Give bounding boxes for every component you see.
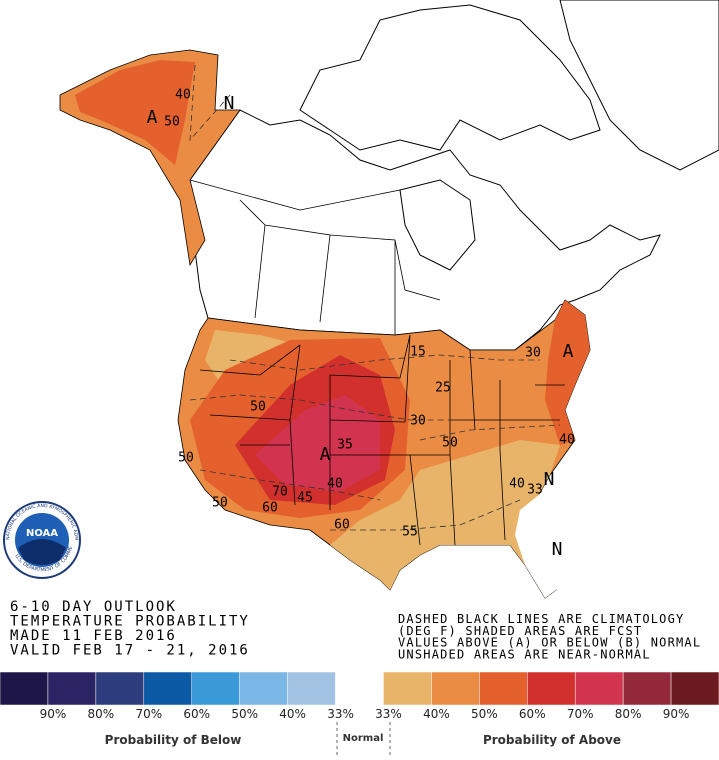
noaa-logo: NOAA NATIONAL OCEANIC AND ATMOSPHERIC AD… — [0, 0, 81, 579]
legend-label: 80% — [88, 707, 115, 721]
below-caption: Probability of Below — [105, 733, 242, 747]
contour-label: 60 — [334, 518, 350, 533]
contour-label: 15 — [410, 345, 426, 360]
hudson-bay — [399, 179, 476, 271]
logo-department: U.S. DEPARTMENT OF COMMERCE — [0, 0, 74, 573]
legend-label: 40% — [423, 707, 450, 721]
legend-label: 60% — [519, 707, 546, 721]
note-line: (DEG F) SHADED AREAS ARE FCST — [398, 624, 642, 638]
contour-label: N — [544, 469, 555, 490]
us-normal — [515, 475, 575, 598]
contour-label: 50 — [212, 496, 228, 511]
contour-label: 40 — [175, 88, 191, 103]
legend-label: 50% — [471, 707, 498, 721]
legend-label: 40% — [279, 707, 306, 721]
us-80 — [255, 395, 380, 492]
legend-swatch — [143, 671, 192, 706]
legend-swatch — [431, 671, 480, 706]
legend-label: 50% — [231, 707, 258, 721]
contour-label: 55 — [402, 525, 418, 540]
northeast-60 — [545, 300, 590, 445]
legend-label: 70% — [135, 707, 162, 721]
us-climatology — [189, 354, 561, 531]
contour-label: 40 — [559, 433, 575, 448]
contour-label: 70 — [272, 485, 288, 500]
note-line: UNSHADED AREAS ARE NEAR-NORMAL — [398, 647, 651, 661]
contour-label: 33 — [527, 483, 543, 498]
legend: Probability of Below Normal Probability … — [0, 671, 719, 758]
logo-department-path: U.S. DEPARTMENT OF COMMERCE — [0, 0, 74, 573]
contour-label: 45 — [297, 491, 313, 506]
legend-label: 60% — [183, 707, 210, 721]
outlook-line: TEMPERATURE PROBABILITY — [10, 614, 250, 630]
note-line: DASHED BLACK LINES ARE CLIMATOLOGY — [398, 612, 684, 626]
contour-label: 30 — [410, 414, 426, 429]
contour-label: 50 — [250, 400, 266, 415]
contour-label: 25 — [435, 381, 451, 396]
alaska-climatology — [189, 64, 231, 142]
legend-swatch — [287, 671, 336, 706]
legend-label: 33% — [375, 707, 402, 721]
alaska-60 — [75, 60, 195, 165]
outlook-line: 6-10 DAY OUTLOOK — [10, 599, 177, 615]
logo-agency: NATIONAL OCEANIC AND ATMOSPHERIC ADMINIS… — [0, 0, 79, 541]
us-40 — [330, 440, 560, 598]
contour-label: N — [552, 539, 563, 560]
legend-swatch — [479, 671, 528, 706]
contour-label: 35 — [337, 438, 353, 453]
legend-swatch — [95, 671, 145, 706]
logo-bird — [18, 539, 66, 565]
legend-swatch — [47, 671, 97, 706]
contour-label: 50 — [164, 115, 180, 130]
map — [59, 0, 719, 599]
contour-label: A — [563, 341, 574, 362]
outlook-line: VALID FEB 17 - 21, 2016 — [10, 643, 250, 659]
legend-swatch — [335, 671, 384, 706]
contour-label: A — [147, 107, 158, 128]
legend-label: 90% — [663, 707, 690, 721]
notes-text: DASHED BLACK LINES ARE CLIMATOLOGY(DEG F… — [398, 612, 701, 661]
legend-swatch — [670, 671, 719, 706]
legend-swatch — [574, 671, 624, 706]
contour-label: A — [320, 444, 331, 465]
contour-label: 40 — [327, 477, 343, 492]
legend-swatch — [527, 671, 576, 706]
contour-label: 50 — [442, 436, 458, 451]
legend-label: 33% — [327, 707, 354, 721]
above-caption: Probability of Above — [483, 733, 621, 747]
arctic-islands — [299, 4, 601, 151]
contour-label: 40 — [509, 477, 525, 492]
province-lines — [189, 179, 441, 335]
contour-label: 30 — [525, 346, 541, 361]
legend-swatch — [383, 671, 432, 706]
legend-label: 80% — [615, 707, 642, 721]
legend-label: 70% — [567, 707, 594, 721]
note-line: VALUES ABOVE (A) OR BELOW (B) NORMAL — [398, 636, 701, 650]
contour-label: 60 — [262, 501, 278, 516]
outlook-line: MADE 11 FEB 2016 — [10, 628, 177, 644]
greenland — [559, 0, 719, 171]
logo-agency-path: NATIONAL OCEANIC AND ATMOSPHERIC ADMINIS… — [0, 0, 79, 541]
normal-caption: Normal — [343, 733, 384, 744]
contour-label: 50 — [178, 451, 194, 466]
state-lines — [199, 334, 565, 546]
legend-label: 90% — [40, 707, 67, 721]
legend-swatch — [0, 671, 49, 706]
legend-swatch — [622, 671, 672, 706]
logo-text: NOAA — [26, 528, 58, 539]
contour-label: N — [224, 93, 235, 114]
legend-swatch — [239, 671, 288, 706]
legend-swatch — [191, 671, 240, 706]
